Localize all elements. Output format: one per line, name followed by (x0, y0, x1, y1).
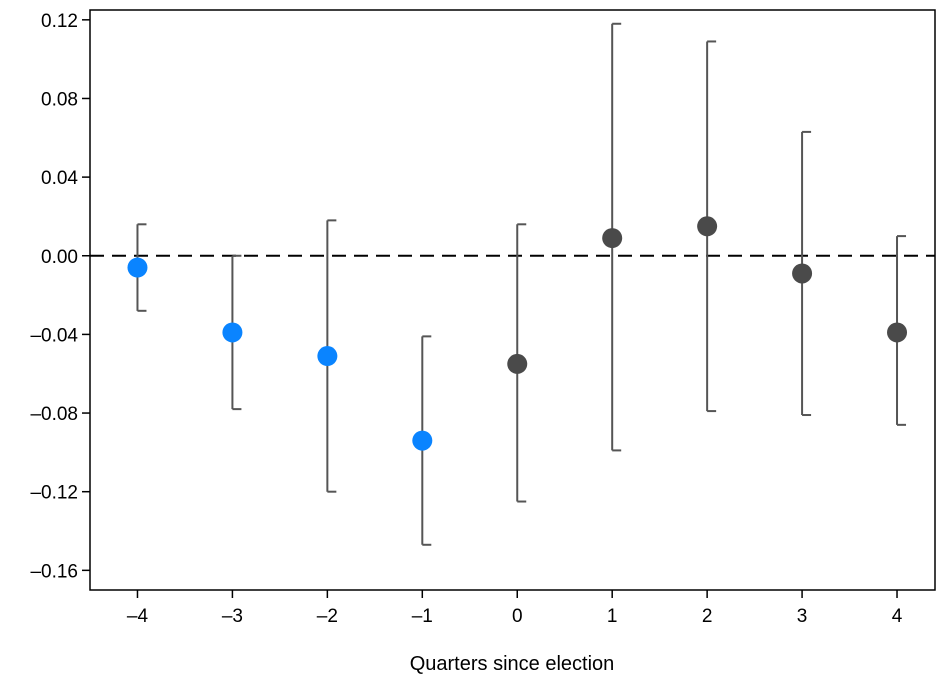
data-point (602, 228, 623, 249)
y-tick-label: 0.08 (41, 89, 78, 110)
x-tick-label: –3 (222, 606, 243, 627)
y-tick-label: –0.04 (30, 325, 78, 346)
data-point (507, 353, 528, 374)
x-tick-label: 4 (892, 606, 903, 627)
plot-frame (89, 9, 936, 591)
data-point (697, 216, 718, 237)
data-marks (127, 22, 908, 546)
data-point (222, 322, 243, 343)
x-axis: –4 –3 –2 –1 0 1 2 3 4 (127, 590, 903, 627)
x-tick-label: 0 (512, 606, 523, 627)
x-tick-label: 1 (607, 606, 618, 627)
y-axis: 0.12 0.08 0.04 0.00 –0.04 –0.08 –0.12 –0.16 (30, 11, 90, 582)
x-tick-label: 2 (702, 606, 713, 627)
y-tick-label: –0.16 (30, 561, 78, 582)
y-tick-label: 0.04 (41, 168, 78, 189)
x-tick-label: 3 (797, 606, 808, 627)
data-point (887, 322, 908, 343)
x-tick-label: –2 (317, 606, 338, 627)
data-point (412, 430, 433, 451)
y-tick-label: –0.12 (30, 483, 78, 504)
y-tick-label: –0.08 (30, 404, 78, 425)
data-point (792, 263, 813, 284)
data-point (317, 346, 338, 367)
x-tick-label: –4 (127, 606, 149, 627)
y-tick-label: 0.12 (41, 11, 78, 32)
y-tick-label: 0.00 (41, 247, 78, 268)
data-point (127, 257, 148, 278)
x-axis-title: Quarters since election (410, 653, 615, 675)
x-tick-label: –1 (412, 606, 433, 627)
